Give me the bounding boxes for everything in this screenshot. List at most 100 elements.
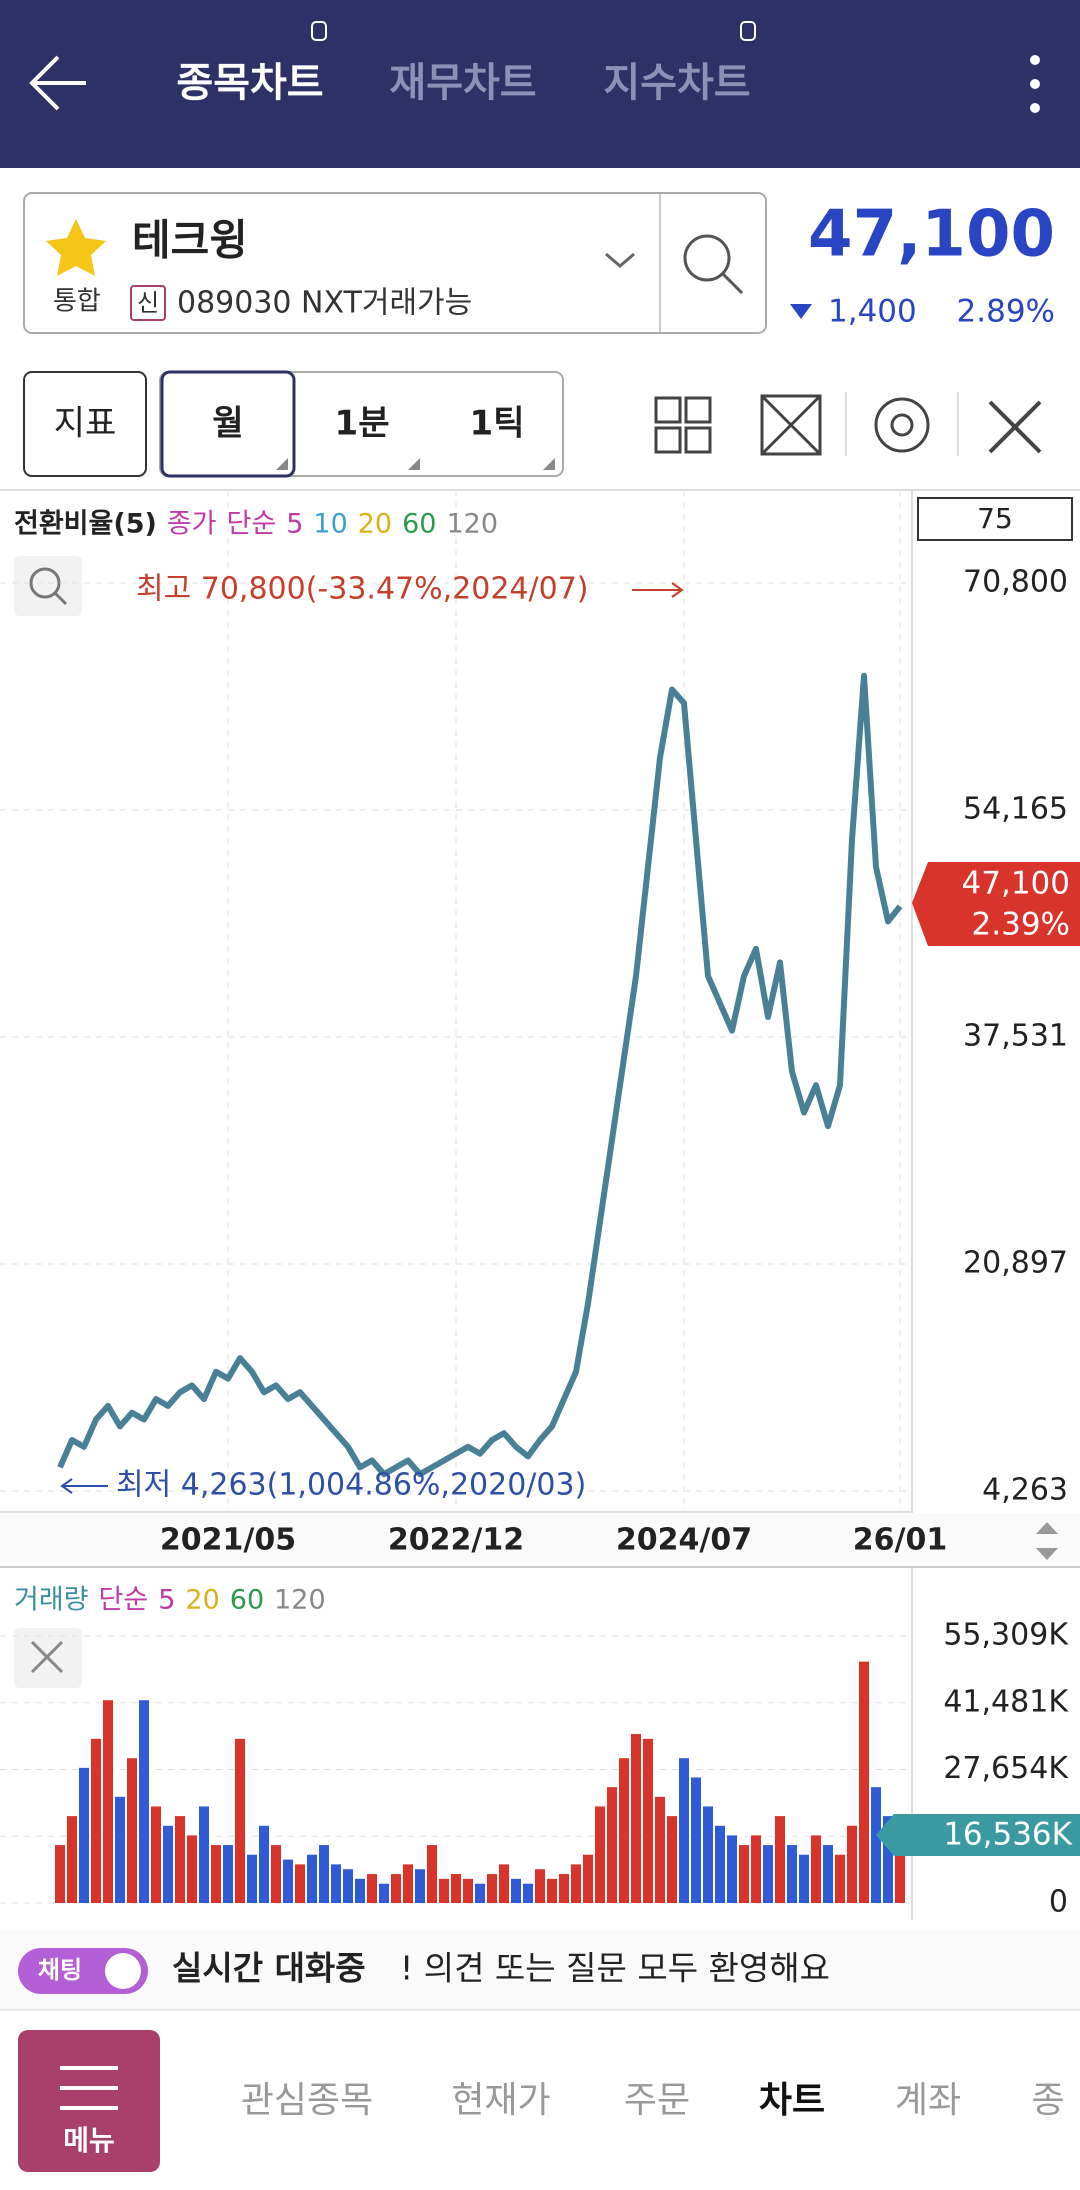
- button-label: 지표: [54, 404, 117, 444]
- fullscreen-button[interactable]: [760, 394, 822, 456]
- more-menu[interactable]: [1030, 55, 1040, 113]
- volume-bar: [655, 1796, 665, 1903]
- y-tick-label: 20,897: [963, 1246, 1068, 1281]
- volume-bar: [307, 1854, 317, 1903]
- low-arrow: [60, 1478, 108, 1494]
- volume-bar: [259, 1825, 269, 1903]
- legend-entry: 종가: [167, 509, 217, 540]
- current-volume: 16,536K: [943, 1817, 1072, 1853]
- nav-item[interactable]: 종: [1031, 2080, 1064, 2121]
- tools-button[interactable]: [988, 400, 1042, 454]
- current-price: 47,100: [962, 866, 1070, 902]
- period-selected[interactable]: [160, 370, 296, 478]
- volume-bar: [895, 1823, 905, 1903]
- button-label[interactable]: 1분: [335, 404, 390, 444]
- settings-button[interactable]: [874, 397, 930, 453]
- y-tick-label: 4,263: [982, 1473, 1068, 1508]
- volume-bar: [583, 1854, 593, 1903]
- x-tick-label: 26/01: [853, 1523, 947, 1558]
- layout-button[interactable]: [654, 396, 712, 454]
- volume-bar: [643, 1738, 653, 1903]
- legend-entry: 20: [185, 1585, 219, 1616]
- volume-bar: [535, 1869, 545, 1903]
- volume-bar: [115, 1796, 125, 1903]
- x-axis-band: [0, 1513, 1080, 1567]
- tab[interactable]: 재무차트: [389, 60, 536, 106]
- chat-bar[interactable]: [0, 1930, 1080, 2010]
- stock-code: 089030 NXT거래가능: [177, 286, 472, 321]
- volume-bar: [415, 1869, 425, 1903]
- corner-marks: [276, 458, 555, 470]
- close-volume[interactable]: [14, 1628, 82, 1688]
- nav-item[interactable]: 차트: [759, 2080, 825, 2121]
- tab-active[interactable]: 종목차트: [176, 60, 323, 106]
- nav-item[interactable]: 관심종목: [241, 2080, 373, 2121]
- volume-bar: [343, 1869, 353, 1903]
- back-button[interactable]: [29, 55, 86, 111]
- menu-icon: [60, 2066, 118, 2110]
- volume-bar: [391, 1874, 401, 1903]
- legend-entry: 5: [286, 509, 303, 540]
- x-tick-label: 2022/12: [388, 1523, 524, 1558]
- volume-bar: [163, 1825, 173, 1903]
- legend-entry: 단순: [227, 509, 277, 540]
- y-tick-label: 37,531: [963, 1019, 1068, 1054]
- chat-badge-text: 채팅: [38, 1956, 82, 1984]
- search-box[interactable]: [23, 192, 767, 334]
- volume-bar: [727, 1835, 737, 1903]
- volume-bar: [271, 1845, 281, 1903]
- nav-item[interactable]: 주문: [624, 2080, 690, 2121]
- volume-bar: [283, 1859, 293, 1903]
- nav-item[interactable]: 현재가: [451, 2080, 550, 2121]
- button-label[interactable]: 월: [212, 404, 243, 444]
- badge-box: [130, 285, 166, 321]
- volume-bar: [607, 1787, 617, 1903]
- legend-entry: 60: [402, 509, 436, 540]
- volume-bar: [403, 1864, 413, 1903]
- volume-bar: [703, 1806, 713, 1903]
- volume-bar: [751, 1835, 761, 1903]
- volume-bar: [823, 1845, 833, 1903]
- volume-bar: [127, 1758, 137, 1903]
- badge: 신: [137, 289, 159, 317]
- dropdown[interactable]: [605, 252, 635, 268]
- tab-icon: [740, 21, 756, 41]
- volume-bar: [187, 1835, 197, 1903]
- favorite-star[interactable]: [46, 219, 106, 276]
- legend-entry: 전환비율(5): [14, 509, 157, 540]
- legend-entry: 거래량: [14, 1585, 89, 1616]
- change-rate: 2.89%: [957, 294, 1055, 330]
- legend-entry: 60: [230, 1585, 264, 1616]
- tab[interactable]: 지수차트: [603, 60, 750, 106]
- y-tick-label: 0: [1049, 1885, 1068, 1920]
- volume-bar: [367, 1874, 377, 1903]
- zoom-button[interactable]: [14, 556, 82, 616]
- legend-entry: 20: [358, 509, 392, 540]
- scroll-arrows[interactable]: [1036, 1522, 1058, 1560]
- menu-button[interactable]: [18, 2030, 160, 2172]
- volume-bar: [847, 1825, 857, 1903]
- price-line: [57, 672, 903, 1478]
- y-tick-label: 54,165: [963, 792, 1068, 827]
- search-button[interactable]: [683, 234, 744, 295]
- volume-bar: [319, 1845, 329, 1903]
- chat-icon: [105, 1953, 141, 1989]
- volume-bar: [439, 1878, 449, 1903]
- volume-bar: [235, 1738, 245, 1903]
- volume-bar: [355, 1878, 365, 1903]
- volume-bar: [775, 1816, 785, 1903]
- nav-item[interactable]: 계좌: [895, 2080, 961, 2121]
- volume-bar: [475, 1883, 485, 1903]
- volume-bar: [883, 1816, 893, 1903]
- volume-bar: [799, 1854, 809, 1903]
- indicator-button[interactable]: [23, 371, 147, 477]
- x-tick-label: 2024/07: [616, 1523, 752, 1558]
- button-label[interactable]: 1틱: [470, 404, 525, 444]
- volume-bar: [139, 1700, 149, 1903]
- volume-bar: [67, 1816, 77, 1903]
- down-arrow: [790, 304, 812, 319]
- chat-title: 실시간 대화중: [172, 1949, 366, 1988]
- period-box[interactable]: [917, 497, 1073, 541]
- menu-label: 메뉴: [63, 2124, 115, 2157]
